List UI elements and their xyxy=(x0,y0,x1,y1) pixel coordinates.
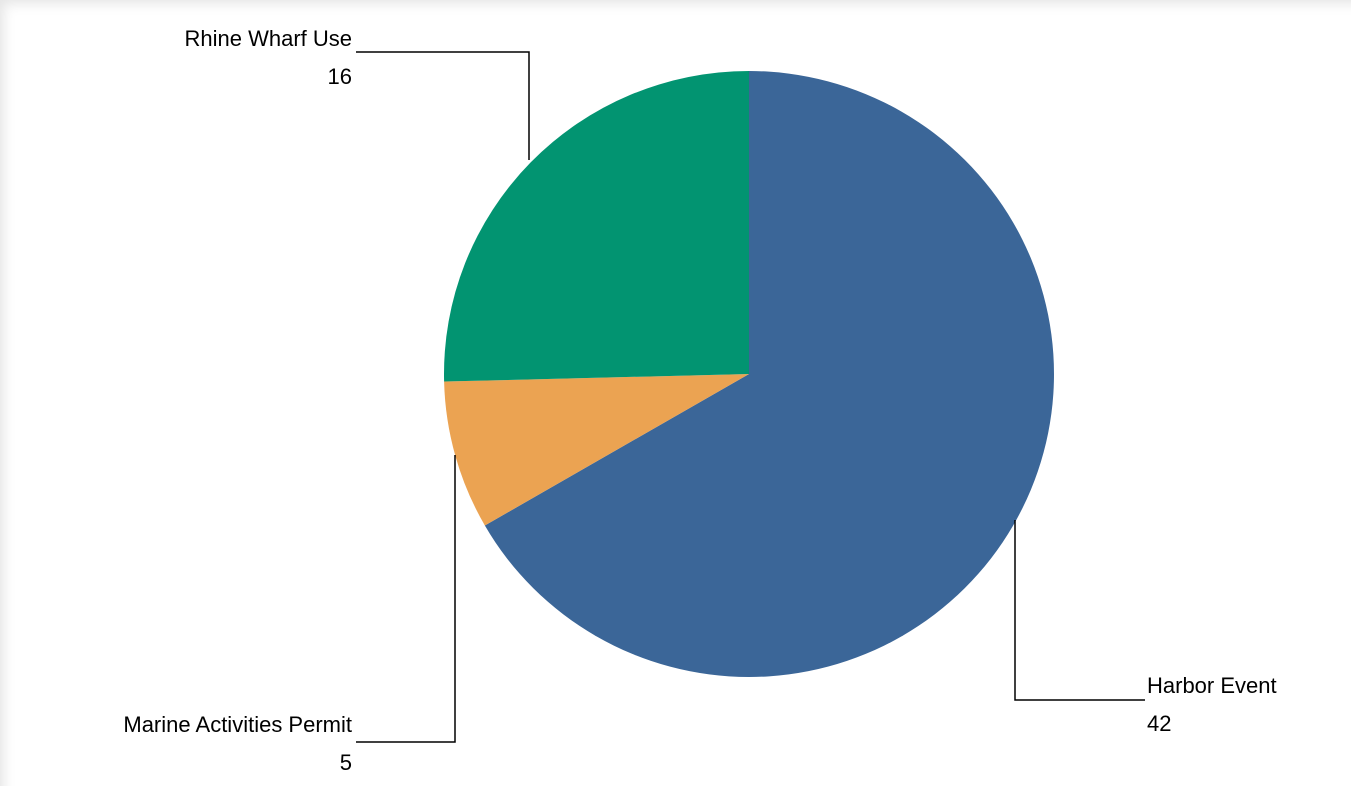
pie-slices xyxy=(443,71,1054,678)
leader-line-rhine-wharf-use xyxy=(356,51,530,160)
pie-slice-marine-activities-permit xyxy=(444,374,749,526)
leader-lines xyxy=(356,51,1145,743)
slice-label-harbor-event: Harbor Event xyxy=(1147,673,1277,698)
leader-line-harbor-event xyxy=(1014,520,1145,701)
pie-slice-harbor-event xyxy=(484,71,1054,678)
slice-value-harbor-event: 42 xyxy=(1147,711,1171,736)
slice-value-marine-activities-permit: 5 xyxy=(340,750,352,775)
slice-label-rhine-wharf-use: Rhine Wharf Use xyxy=(184,26,352,51)
leader-line-marine-activities-permit xyxy=(356,455,456,743)
pie-slice-rhine-wharf-use xyxy=(443,71,749,382)
slice-label-marine-activities-permit: Marine Activities Permit xyxy=(123,712,352,737)
slice-value-rhine-wharf-use: 16 xyxy=(328,64,352,89)
